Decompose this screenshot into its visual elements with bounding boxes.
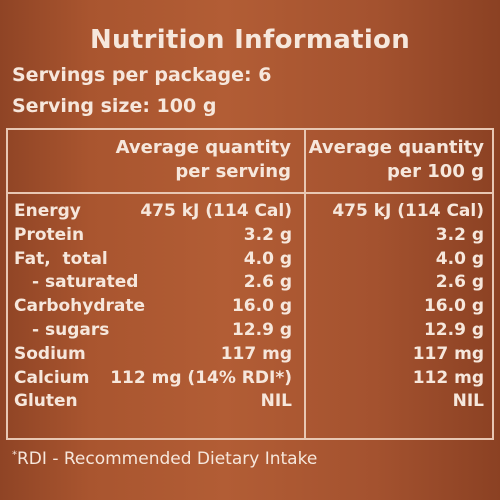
per-serving-value: 12.9 g (231, 319, 292, 340)
servings-per-package: Servings per package: 6 (12, 64, 272, 86)
per-100g-value: NIL (452, 391, 484, 412)
per-100g-value: 16.0 g (423, 296, 484, 317)
table-row: Energy 475 kJ (114 Cal) 475 kJ (114 Cal) (8, 200, 492, 224)
per-serving-header-line2: per serving (175, 161, 291, 182)
serving-size: Serving size: 100 g (12, 95, 217, 117)
table-row: - sugars 12.9 g 12.9 g (8, 319, 492, 343)
per-100g-header-line1: Average quantity (308, 137, 484, 158)
table-row: Gluten NIL NIL (8, 390, 492, 414)
per-100g-value: 475 kJ (114 Cal) (332, 201, 484, 221)
per-100g-header-line2: per 100 g (387, 161, 484, 182)
table-row: Carbohydrate 16.0 g 16.0 g (8, 295, 492, 319)
nutrient-name: Energy (14, 201, 81, 221)
per-100g-header: Average quantity per 100 g (306, 136, 484, 184)
nutrition-title: Nutrition Information (89, 25, 411, 55)
per-serving-value: NIL (260, 391, 292, 412)
per-serving-value: 16.0 g (231, 296, 292, 317)
nutrient-name: Fat, total (14, 248, 108, 269)
per-100g-value: 3.2 g (435, 224, 484, 245)
nutrient-name: Carbohydrate (14, 296, 146, 317)
table-row: Sodium 117 mg 117 mg (8, 343, 492, 367)
table-row: Protein 3.2 g 3.2 g (8, 224, 492, 248)
per-serving-value: 475 kJ (114 Cal) (140, 201, 292, 221)
nutrient-name: - sugars (32, 319, 110, 340)
footnote-marker: * (12, 449, 17, 461)
nutrition-table: Average quantity per serving Average qua… (6, 128, 494, 440)
per-serving-value: 3.2 g (243, 224, 292, 245)
nutrient-name: Calcium (14, 367, 90, 388)
per-serving-header-line1: Average quantity (115, 137, 291, 158)
nutrient-name: Protein (14, 224, 85, 245)
per-serving-value: 2.6 g (243, 272, 292, 293)
per-100g-value: 4.0 g (435, 248, 484, 269)
column-divider (304, 130, 306, 438)
nutrient-rows: Energy 475 kJ (114 Cal) 475 kJ (114 Cal)… (8, 200, 492, 414)
per-serving-header: Average quantity per serving (8, 136, 291, 184)
per-100g-value: 117 mg (412, 343, 484, 364)
footnote-text: RDI - Recommended Dietary Intake (17, 449, 318, 469)
nutrient-name: - saturated (32, 272, 139, 293)
per-100g-value: 112 mg (412, 367, 484, 388)
table-row: - saturated 2.6 g 2.6 g (8, 271, 492, 295)
rdi-footnote: *RDI - Recommended Dietary Intake (12, 446, 317, 472)
per-100g-value: 2.6 g (435, 272, 484, 293)
table-row: Calcium 112 mg (14% RDI*) 112 mg (8, 367, 492, 391)
per-serving-value: 117 mg (220, 343, 292, 364)
table-row: Fat, total 4.0 g 4.0 g (8, 248, 492, 272)
nutrient-name: Gluten (14, 391, 78, 412)
per-100g-value: 12.9 g (423, 319, 484, 340)
per-serving-value: 4.0 g (243, 248, 292, 269)
nutrient-name: Sodium (14, 343, 86, 364)
per-serving-value: 112 mg (14% RDI*) (110, 367, 292, 388)
header-divider (8, 192, 492, 194)
